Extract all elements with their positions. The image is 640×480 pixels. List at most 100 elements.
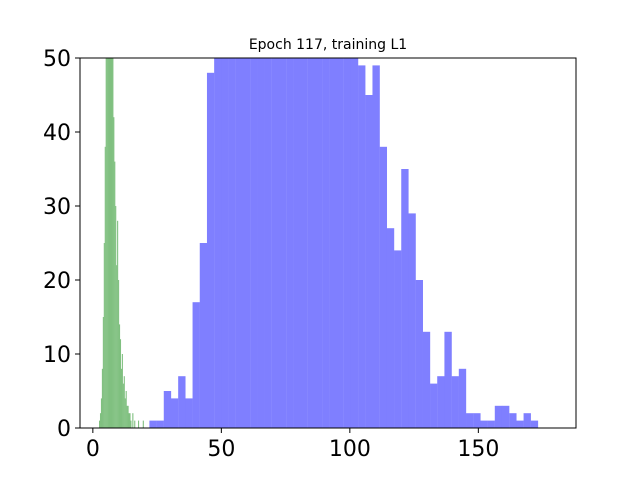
histogram-bar [199,243,208,428]
chart-title: Epoch 117, training L1 [249,37,407,53]
histogram-bar [103,243,105,428]
histogram-bar [101,368,103,428]
histogram-bar [102,317,104,428]
histogram-bar [365,95,373,428]
histogram-bar [350,58,359,428]
histogram-bar [422,331,431,428]
y-tick-label: 0 [57,417,71,442]
y-tick-label: 10 [43,343,71,368]
y-tick-label: 50 [43,47,71,72]
histogram-bar [293,58,301,428]
histogram-bar [107,58,109,428]
histogram-bar [149,420,157,428]
histogram-bar [178,376,186,428]
histogram-bar [300,58,308,428]
histogram-bar [451,376,459,428]
histogram-bar [379,146,388,428]
histogram-bar [329,58,337,428]
histogram-bar [108,58,110,428]
histogram-bar [530,420,539,428]
histogram-bar [257,58,265,428]
y-tick-label: 30 [43,195,71,220]
histogram-bar [124,398,126,428]
histogram-bar [105,58,107,428]
histogram-bar [343,58,352,428]
histogram-bar [206,72,215,428]
histogram-bar [221,58,229,428]
histogram-bar [401,169,409,428]
histogram-bar [523,413,531,428]
histogram-bar [134,420,136,428]
histogram-bar [372,65,380,428]
histogram-bar [163,391,172,428]
x-tick-label: 150 [457,437,499,462]
histogram-bar [487,420,495,428]
histogram-bar [444,331,452,428]
histogram-bar [473,413,481,428]
histogram-bar [109,58,111,428]
histogram-bar [307,58,316,428]
histogram-bar [156,420,164,428]
x-tick-label: 50 [207,437,235,462]
histogram-bar [214,58,222,428]
histogram-bar [132,413,134,428]
histogram-bar [118,324,121,428]
histogram-bar [415,280,423,428]
histogram-bar [192,302,200,428]
histogram-bar [322,58,330,428]
histogram-bar [119,339,122,428]
histogram-bar [118,280,120,428]
histogram-bar [509,413,517,428]
histogram-bar [113,117,115,428]
histogram-bar [114,161,116,428]
histogram-bar [129,413,131,428]
histogram-bar [466,413,474,428]
x-tick-label: 100 [329,437,371,462]
histogram-bar [250,58,258,428]
plot-frame [79,57,577,429]
histogram-bar [121,354,123,428]
x-tick-label: 0 [86,437,100,462]
histogram-bar [100,398,103,428]
histogram-bar [501,405,510,428]
histogram-bar [480,420,488,428]
histogram-bar [128,413,130,428]
histogram-bar [110,58,112,428]
histogram-bar [314,58,323,428]
histogram-bar [99,420,101,428]
histogram-bar [117,220,119,428]
histogram-bar [111,58,113,428]
y-tick-label: 40 [43,121,71,146]
histogram-bar [185,398,193,428]
histogram-bar [120,368,122,428]
histogram-bar [430,383,438,428]
histogram-bar [242,58,251,428]
histogram-bar [408,213,416,428]
histogram-bar [458,368,467,428]
histogram-bar [106,58,108,428]
histogram-bar [127,405,129,428]
histogram-bar [286,58,294,428]
histogram-bar [130,420,132,428]
histogram-bar [358,65,366,428]
histogram-bar [271,58,280,428]
histogram-bar [138,420,140,428]
histogram-bar [99,413,102,428]
histogram-bar [123,376,125,428]
histogram-bar [235,58,244,428]
axes-layer: 0 50 100 150 0 10 20 30 40 50 [43,47,577,462]
bars-layer [99,58,539,428]
histogram-bar [278,58,287,428]
histogram-bar [116,265,118,428]
histogram-bar [264,58,272,428]
histogram-bar [170,398,179,428]
histogram-bar [115,206,117,428]
y-tick-label: 20 [43,269,71,294]
histogram-bar [125,391,127,428]
histogram-bar [142,420,144,428]
histogram-bar [516,420,524,428]
histogram-bar [122,383,124,428]
histogram-bar [228,58,236,428]
histogram-bar [112,58,114,428]
histogram-bar [437,376,445,428]
